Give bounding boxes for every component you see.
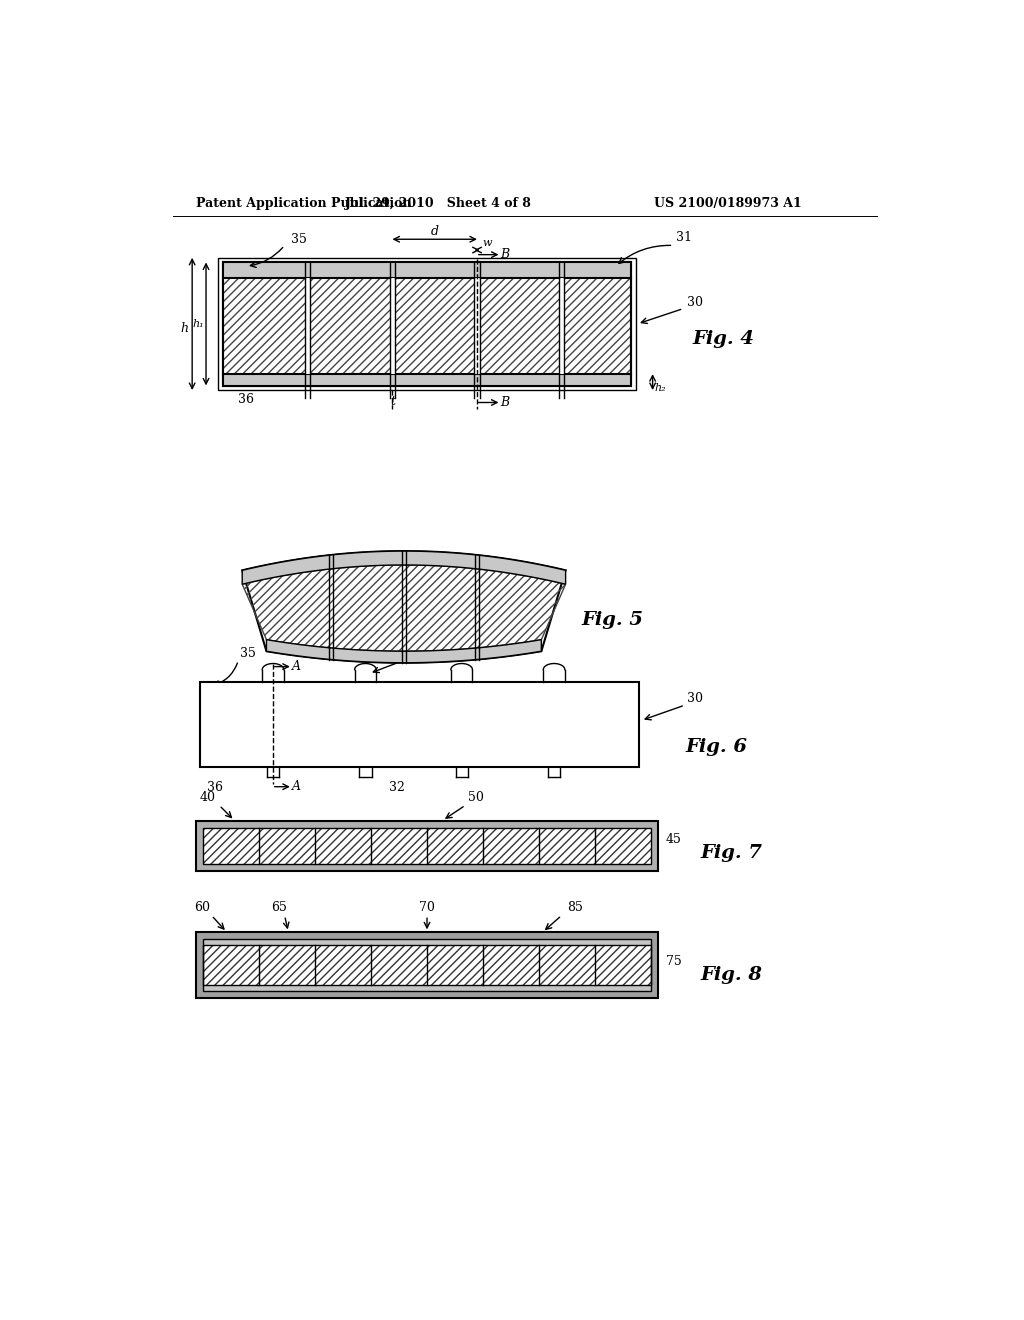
Text: 85: 85 — [567, 900, 583, 913]
Text: h₁: h₁ — [193, 319, 205, 329]
Bar — [203, 985, 651, 991]
Text: 32: 32 — [388, 781, 404, 795]
Bar — [223, 263, 631, 385]
Text: Fig. 5: Fig. 5 — [581, 611, 643, 630]
Text: 40: 40 — [200, 791, 216, 804]
Polygon shape — [243, 552, 565, 585]
Bar — [203, 828, 651, 863]
Bar — [196, 821, 203, 871]
Bar — [200, 682, 639, 767]
Text: 45: 45 — [666, 833, 682, 846]
Text: Fig. 7: Fig. 7 — [700, 843, 762, 862]
Bar — [196, 932, 658, 940]
Bar — [203, 945, 651, 985]
Text: w: w — [483, 238, 493, 248]
Text: 33: 33 — [413, 644, 429, 657]
Bar — [203, 945, 651, 985]
Polygon shape — [243, 552, 565, 663]
Text: Fig. 4: Fig. 4 — [692, 330, 755, 348]
Text: h: h — [180, 322, 188, 335]
Bar — [196, 932, 658, 998]
Text: 36: 36 — [207, 781, 223, 795]
Text: Patent Application Publication: Patent Application Publication — [196, 197, 412, 210]
Text: t: t — [390, 395, 395, 408]
Text: d: d — [431, 224, 438, 238]
Text: 75: 75 — [666, 954, 681, 968]
Text: h₂: h₂ — [655, 383, 667, 393]
Bar — [223, 263, 631, 385]
Bar — [218, 257, 636, 391]
Bar — [196, 863, 658, 871]
Text: Fig. 8: Fig. 8 — [700, 966, 762, 983]
Bar — [196, 821, 658, 871]
Text: A: A — [292, 660, 300, 673]
Text: 35: 35 — [291, 234, 306, 246]
Bar — [223, 374, 631, 385]
Text: 60: 60 — [195, 900, 210, 913]
Text: Fig. 6: Fig. 6 — [685, 738, 746, 756]
Text: B: B — [500, 248, 509, 261]
Bar — [305, 277, 310, 374]
Bar — [651, 821, 658, 871]
Bar — [196, 821, 658, 828]
Text: 50: 50 — [468, 791, 483, 804]
Bar — [559, 277, 564, 374]
Bar — [223, 263, 631, 277]
Text: 31: 31 — [676, 231, 692, 244]
Bar — [196, 991, 658, 998]
Text: US 2100/0189973 A1: US 2100/0189973 A1 — [654, 197, 802, 210]
Text: A: A — [292, 780, 300, 793]
Bar — [196, 932, 203, 998]
Bar — [474, 277, 480, 374]
Text: 30: 30 — [686, 296, 702, 309]
Text: Jul. 29, 2010   Sheet 4 of 8: Jul. 29, 2010 Sheet 4 of 8 — [345, 197, 532, 210]
Bar — [390, 277, 395, 374]
Bar — [203, 940, 651, 945]
Text: 36: 36 — [238, 392, 254, 405]
Bar — [196, 932, 658, 998]
Bar — [203, 828, 651, 863]
Bar — [651, 932, 658, 998]
Text: 30: 30 — [687, 692, 703, 705]
Polygon shape — [266, 640, 542, 663]
Text: 65: 65 — [271, 900, 287, 913]
Text: 70: 70 — [419, 900, 435, 913]
Text: B: B — [500, 396, 509, 409]
Bar — [223, 277, 631, 374]
Bar — [196, 821, 658, 871]
Text: 35: 35 — [240, 647, 256, 660]
Bar — [203, 940, 651, 991]
